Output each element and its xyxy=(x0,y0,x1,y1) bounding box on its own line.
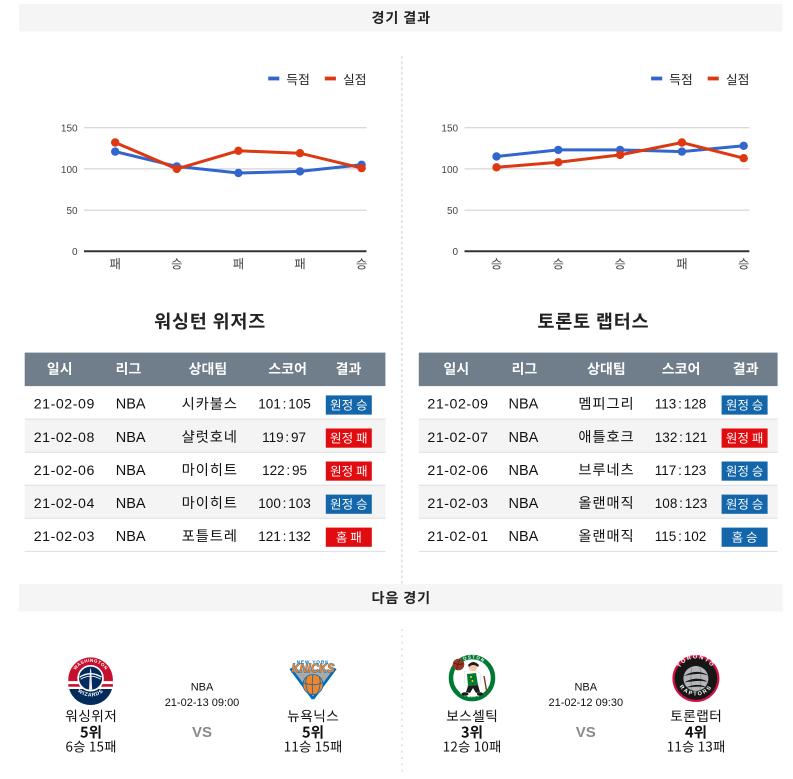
svg-text:117:123: 117:123 xyxy=(655,463,706,478)
svg-text:NBA: NBA xyxy=(508,529,538,545)
svg-text:NBA: NBA xyxy=(116,496,146,512)
svg-text:113:128: 113:128 xyxy=(655,397,706,412)
svg-text:122:95: 122:95 xyxy=(262,463,307,478)
svg-text:NBA: NBA xyxy=(508,463,538,479)
svg-text:NBA: NBA xyxy=(191,682,214,694)
svg-text:NBA: NBA xyxy=(116,397,146,413)
svg-text:WIZARDS: WIZARDS xyxy=(76,688,104,698)
svg-text:KNICKS: KNICKS xyxy=(292,662,336,676)
svg-text:150: 150 xyxy=(441,124,458,135)
svg-text:BOSTON: BOSTON xyxy=(458,654,486,663)
svg-text:21-02-12 09:30: 21-02-12 09:30 xyxy=(548,697,623,709)
svg-text:50: 50 xyxy=(66,206,78,217)
svg-text:NBA: NBA xyxy=(508,496,538,512)
svg-text:21-02-04: 21-02-04 xyxy=(34,496,95,512)
svg-text:132:121: 132:121 xyxy=(655,430,707,445)
svg-text:115:102: 115:102 xyxy=(655,529,706,544)
svg-text:21-02-06: 21-02-06 xyxy=(427,463,488,479)
svg-text:0: 0 xyxy=(72,247,78,258)
svg-text:21-02-03: 21-02-03 xyxy=(427,496,488,512)
svg-text:100: 100 xyxy=(441,165,458,176)
svg-text:50: 50 xyxy=(447,206,459,217)
svg-text:108:123: 108:123 xyxy=(655,496,707,511)
svg-text:21-02-08: 21-02-08 xyxy=(34,430,95,446)
svg-text:21-02-07: 21-02-07 xyxy=(427,430,488,446)
svg-text:150: 150 xyxy=(61,124,78,135)
svg-text:100:103: 100:103 xyxy=(258,496,310,511)
svg-text:NBA: NBA xyxy=(116,463,146,479)
svg-text:NEW YORK: NEW YORK xyxy=(297,660,330,666)
svg-text:VS: VS xyxy=(576,724,596,741)
svg-text:21-02-13 09:00: 21-02-13 09:00 xyxy=(165,697,240,709)
svg-text:101:105: 101:105 xyxy=(258,397,310,412)
svg-text:CELTICS: CELTICS xyxy=(459,690,485,699)
svg-text:NBA: NBA xyxy=(116,430,146,446)
svg-text:100: 100 xyxy=(61,165,78,176)
svg-text:NBA: NBA xyxy=(508,430,538,446)
svg-text:21-02-06: 21-02-06 xyxy=(34,463,95,479)
svg-text:NBA: NBA xyxy=(574,682,597,694)
svg-text:21-02-03: 21-02-03 xyxy=(34,529,95,545)
svg-text:21-02-09: 21-02-09 xyxy=(427,397,488,413)
svg-text:21-02-01: 21-02-01 xyxy=(427,529,488,545)
svg-text:21-02-09: 21-02-09 xyxy=(34,397,95,413)
svg-text:NBA: NBA xyxy=(508,397,538,413)
svg-text:121:132: 121:132 xyxy=(258,529,310,544)
svg-text:NBA: NBA xyxy=(116,529,146,545)
svg-text:VS: VS xyxy=(192,724,212,741)
svg-text:0: 0 xyxy=(453,247,459,258)
